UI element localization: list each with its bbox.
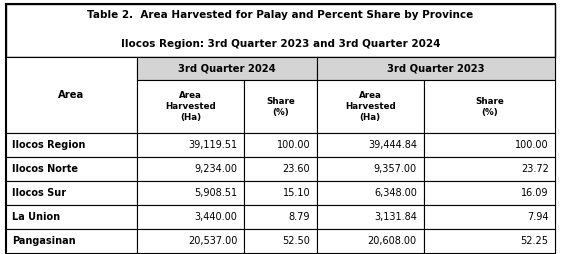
Text: Area
Harvested
(Ha): Area Harvested (Ha) xyxy=(165,91,216,122)
Bar xyxy=(6,229,137,253)
Bar xyxy=(137,157,244,181)
Bar xyxy=(244,181,317,205)
Bar xyxy=(317,157,424,181)
Text: 3rd Quarter 2023: 3rd Quarter 2023 xyxy=(388,64,485,74)
Bar xyxy=(424,133,555,157)
Text: Share
(%): Share (%) xyxy=(475,97,504,117)
Text: 39,119.51: 39,119.51 xyxy=(188,140,237,150)
Bar xyxy=(244,80,317,133)
Text: 5,908.51: 5,908.51 xyxy=(194,188,237,198)
Text: Table 2.  Area Harvested for Palay and Percent Share by Province: Table 2. Area Harvested for Palay and Pe… xyxy=(88,10,473,20)
Text: 16.09: 16.09 xyxy=(521,188,549,198)
Text: 52.50: 52.50 xyxy=(282,236,310,246)
Text: 3,131.84: 3,131.84 xyxy=(374,212,417,222)
Bar xyxy=(424,229,555,253)
Text: 23.72: 23.72 xyxy=(521,164,549,174)
Text: Share
(%): Share (%) xyxy=(266,97,295,117)
Text: 7.94: 7.94 xyxy=(527,212,549,222)
Text: 20,537.00: 20,537.00 xyxy=(188,236,237,246)
Text: Pangasinan: Pangasinan xyxy=(12,236,76,246)
Text: Ilocos Region: Ilocos Region xyxy=(12,140,86,150)
Text: La Union: La Union xyxy=(12,212,61,222)
Bar xyxy=(6,4,555,57)
Text: Ilocos Region: 3rd Quarter 2023 and 3rd Quarter 2024: Ilocos Region: 3rd Quarter 2023 and 3rd … xyxy=(121,39,440,50)
Text: Area: Area xyxy=(58,90,85,100)
Bar xyxy=(137,229,244,253)
Text: 6,348.00: 6,348.00 xyxy=(374,188,417,198)
Bar xyxy=(424,80,555,133)
Bar xyxy=(317,133,424,157)
Bar xyxy=(137,80,244,133)
Text: 20,608.00: 20,608.00 xyxy=(367,236,417,246)
Bar xyxy=(137,57,317,80)
Text: 52.25: 52.25 xyxy=(521,236,549,246)
Bar xyxy=(317,229,424,253)
Text: 100.00: 100.00 xyxy=(277,140,310,150)
Bar xyxy=(244,205,317,229)
Text: 23.60: 23.60 xyxy=(283,164,310,174)
Text: 9,357.00: 9,357.00 xyxy=(374,164,417,174)
Text: 9,234.00: 9,234.00 xyxy=(194,164,237,174)
Text: 39,444.84: 39,444.84 xyxy=(368,140,417,150)
Bar xyxy=(137,133,244,157)
Bar xyxy=(244,229,317,253)
Bar xyxy=(137,205,244,229)
Bar xyxy=(6,133,137,157)
Bar xyxy=(6,57,137,133)
Bar xyxy=(137,181,244,205)
Bar xyxy=(317,205,424,229)
Bar xyxy=(424,181,555,205)
Bar xyxy=(6,205,137,229)
Text: 100.00: 100.00 xyxy=(515,140,549,150)
Bar xyxy=(6,181,137,205)
Text: 3,440.00: 3,440.00 xyxy=(195,212,237,222)
Text: Ilocos Sur: Ilocos Sur xyxy=(12,188,66,198)
Text: 3rd Quarter 2024: 3rd Quarter 2024 xyxy=(178,64,276,74)
Bar xyxy=(424,205,555,229)
Bar xyxy=(244,133,317,157)
Bar xyxy=(6,157,137,181)
Bar xyxy=(424,157,555,181)
Bar xyxy=(317,80,424,133)
Text: Area
Harvested
(Ha): Area Harvested (Ha) xyxy=(345,91,396,122)
Bar xyxy=(244,157,317,181)
Text: Ilocos Norte: Ilocos Norte xyxy=(12,164,79,174)
Text: 15.10: 15.10 xyxy=(283,188,310,198)
Bar xyxy=(317,57,555,80)
Bar xyxy=(317,181,424,205)
Text: 8.79: 8.79 xyxy=(289,212,310,222)
